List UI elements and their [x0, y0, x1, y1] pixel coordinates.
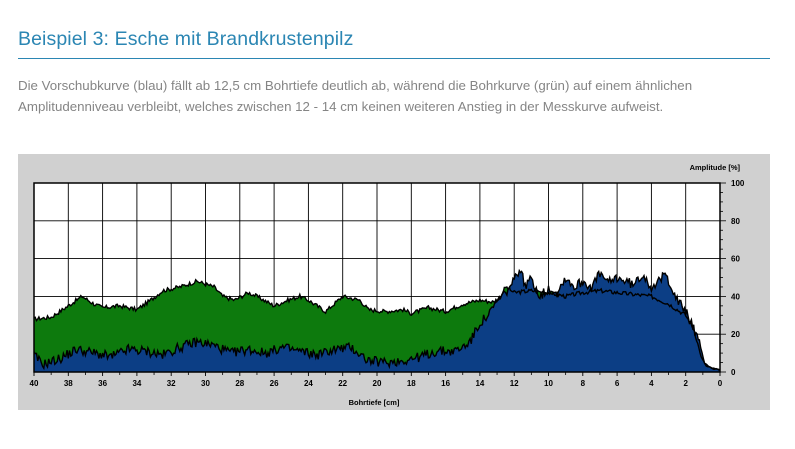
series-blue-line: [33, 268, 720, 371]
x-tick-label: 36: [98, 379, 107, 388]
y-tick-label: 80: [731, 217, 740, 226]
x-tick-label: 4: [649, 379, 654, 388]
x-tick-label: 26: [270, 379, 279, 388]
x-tick-label: 12: [510, 379, 519, 388]
x-tick-label: 32: [167, 379, 176, 388]
x-tick-label: 22: [338, 379, 347, 388]
y-tick-label: 20: [731, 330, 740, 339]
y-tick-label: 60: [731, 255, 740, 264]
x-tick-label: 30: [201, 379, 210, 388]
series-blue-area: [34, 270, 720, 372]
x-tick-label: 2: [683, 379, 688, 388]
x-tick-label: 28: [235, 379, 244, 388]
x-tick-label: 20: [373, 379, 382, 388]
x-tick-label: 14: [475, 379, 484, 388]
page-title: Beispiel 3: Esche mit Brandkrustenpilz: [18, 28, 354, 50]
description-text: Die Vorschubkurve (blau) fällt ab 12,5 c…: [18, 78, 693, 114]
series-green-line: [33, 278, 721, 371]
x-axis-label: Bohrtiefe [cm]: [349, 398, 400, 407]
x-tick-label: 8: [581, 379, 586, 388]
chart-panel: Amplitude [%] Bohrtiefe [cm] 40 38 36 34 32 3…: [18, 154, 770, 410]
y-axis-ticks: 0 20 40 60 80 100: [720, 179, 745, 377]
x-tick-label: 6: [615, 379, 620, 388]
y-axis-label: Amplitude [%]: [690, 163, 741, 172]
x-axis-ticks: 40 38 36 34 32 30 28 26 24 22 20 18 16 14 12 10 8 6 4 2 0: [30, 372, 723, 388]
x-tick-label: 16: [441, 379, 450, 388]
y-tick-label: 40: [731, 292, 740, 301]
x-tick-label: 40: [30, 379, 39, 388]
y-tick-label: 0: [731, 368, 736, 377]
x-tick-label: 24: [304, 379, 313, 388]
x-tick-label: 34: [132, 379, 141, 388]
x-tick-label: 10: [544, 379, 553, 388]
y-tick-label: 100: [731, 179, 745, 188]
title-divider: [18, 58, 770, 59]
x-tick-label: 18: [407, 379, 416, 388]
x-tick-label: 38: [64, 379, 73, 388]
amplitude-chart: Amplitude [%] Bohrtiefe [cm] 40 38 36 34 32 3…: [30, 163, 745, 407]
x-tick-label: 0: [718, 379, 723, 388]
